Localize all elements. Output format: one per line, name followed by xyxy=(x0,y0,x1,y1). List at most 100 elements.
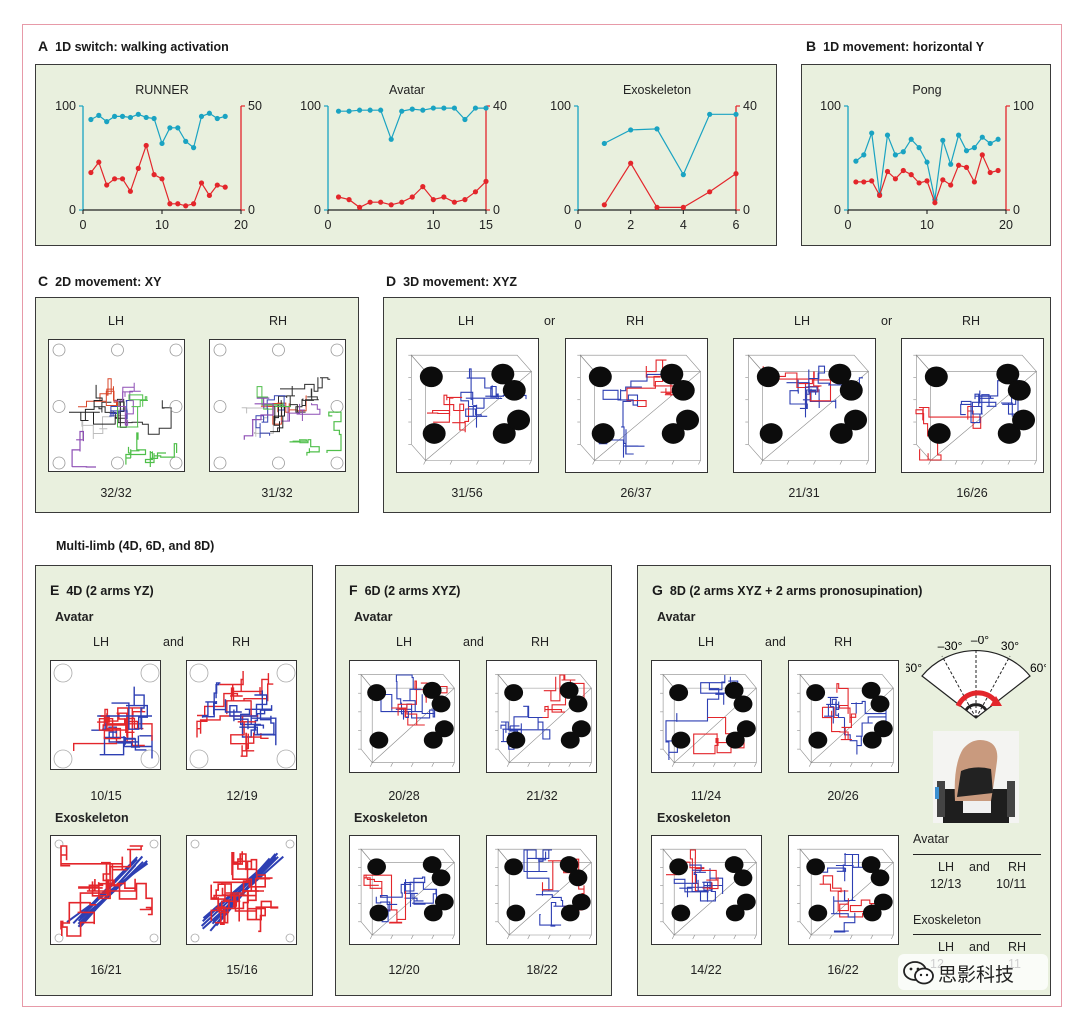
chart1-series-1-point xyxy=(388,202,394,208)
target-sphere xyxy=(725,904,745,922)
target-circle xyxy=(189,749,209,769)
panel-d-label-rh-1: RH xyxy=(626,314,645,328)
chart2-series-1-point xyxy=(628,160,634,166)
target-circle xyxy=(52,400,66,413)
panel-c: LH RH 32/32 31/32 xyxy=(35,297,359,513)
panel-f-exo-label: Exoskeleton xyxy=(354,811,428,825)
panel-b-header: B 1D movement: horizontal Y xyxy=(806,38,984,54)
axis-tick xyxy=(411,934,414,940)
chart1-series-0-point xyxy=(441,105,447,111)
axis-tick xyxy=(850,934,853,940)
target-sphere xyxy=(733,869,753,887)
target-sphere xyxy=(862,904,882,922)
target-circle xyxy=(169,343,183,357)
chart3-series-0-point xyxy=(956,132,962,138)
trajectory-path xyxy=(960,394,997,424)
panel-e-header: E 4D (2 arms YZ) xyxy=(50,582,154,598)
chart0-series-0-point xyxy=(183,138,189,144)
chart1-series-1-point xyxy=(399,199,405,205)
trajectory-path xyxy=(762,366,832,407)
panel-d-score-4: 16/26 xyxy=(956,486,988,500)
trajectory-path xyxy=(60,878,108,937)
target-sphere xyxy=(435,893,454,911)
table-avatar-rule xyxy=(913,854,1041,855)
chart3-series-0-point xyxy=(892,152,898,158)
chart3-x-tick-label: 0 xyxy=(845,218,852,232)
panel-g-exo-score-rh: 16/22 xyxy=(827,963,859,977)
chart0-series-0-point xyxy=(96,112,102,118)
target-circle xyxy=(272,456,285,470)
target-circle xyxy=(52,456,66,470)
target-sphere xyxy=(419,366,443,388)
axis-tick xyxy=(891,762,894,767)
chart2-series-0-line xyxy=(604,113,736,176)
axis-tick xyxy=(527,934,531,940)
target-sphere xyxy=(369,731,389,749)
panel-c-score-rh: 31/32 xyxy=(261,486,293,500)
chart3-series-1-point xyxy=(924,178,930,184)
chart0-series-0-point xyxy=(119,113,126,119)
axis-tick xyxy=(369,934,373,940)
target-sphere xyxy=(676,409,700,431)
axis-tick xyxy=(671,762,675,767)
panel-e-exo-score-rh: 15/16 xyxy=(226,963,258,977)
target-sphere xyxy=(571,720,591,738)
target-sphere xyxy=(568,695,588,713)
target-sphere xyxy=(997,423,1021,444)
trajectory-path xyxy=(819,875,878,918)
chart2-right-tick-label-top: 40 xyxy=(743,99,757,113)
chart2-series-0-point xyxy=(707,111,713,117)
panel-f-exo-score-rh: 18/22 xyxy=(526,963,558,977)
target-sphere xyxy=(491,363,515,385)
chart0-series-0-point xyxy=(127,114,133,121)
target-sphere xyxy=(806,684,826,702)
target-sphere xyxy=(808,731,828,749)
trajectory-path xyxy=(326,411,342,453)
panel-d-score-1: 31/56 xyxy=(451,486,483,500)
chart2-title: Exoskeleton xyxy=(623,83,691,97)
target-sphere xyxy=(492,423,516,444)
trajectory-path xyxy=(500,716,551,740)
chart3-series-1-point xyxy=(932,200,938,206)
target-sphere xyxy=(422,856,442,874)
trajectory-path xyxy=(233,690,275,736)
trajectory-path xyxy=(831,891,856,933)
target-sphere xyxy=(588,366,612,388)
target-sphere xyxy=(671,904,691,922)
chart0-left-tick-label-bottom: 0 xyxy=(69,203,76,217)
table-exo-and: and xyxy=(969,940,990,954)
target-sphere xyxy=(870,869,890,887)
panel-e-avatar-score-rh: 12/19 xyxy=(226,789,258,803)
panel-b-title: 1D movement: horizontal Y xyxy=(823,40,985,54)
axis-tick xyxy=(928,460,931,465)
panel-g-avatar-score-rh: 20/26 xyxy=(827,789,859,803)
axis-tick xyxy=(829,934,833,940)
trajectory-path xyxy=(822,853,866,902)
trajectory-path xyxy=(278,377,331,407)
angle-label-minus60: –60° xyxy=(906,661,922,675)
table-avatar-and: and xyxy=(969,860,990,874)
chart1-series-0-point xyxy=(451,105,457,111)
chart3-right-tick-label-bottom: 0 xyxy=(1013,203,1020,217)
target-sphere xyxy=(560,904,580,922)
axis-tick xyxy=(1034,460,1037,465)
target-sphere xyxy=(423,904,443,922)
axis-tick xyxy=(866,460,869,465)
trajectory-path xyxy=(289,439,320,456)
chart3-series-1-point xyxy=(908,172,914,178)
target-sphere xyxy=(661,423,685,444)
axis-tick xyxy=(476,460,479,465)
chart0-series-1-point xyxy=(112,176,118,182)
chart0-series-0-point xyxy=(143,114,149,121)
target-sphere xyxy=(861,856,881,874)
panel-g-and: and xyxy=(765,635,786,649)
chart0-series-0-point xyxy=(175,125,181,131)
chart2-x-tick-label: 6 xyxy=(733,218,740,232)
panel-c-header: C 2D movement: XY xyxy=(38,273,161,289)
table-exo-rh: RH xyxy=(1008,940,1027,954)
target-sphere xyxy=(422,423,446,444)
axis-tick xyxy=(618,460,622,465)
target-sphere xyxy=(669,684,689,702)
panel-c-rh-label: RH xyxy=(269,314,288,328)
chart3-series-1-point xyxy=(979,152,985,158)
